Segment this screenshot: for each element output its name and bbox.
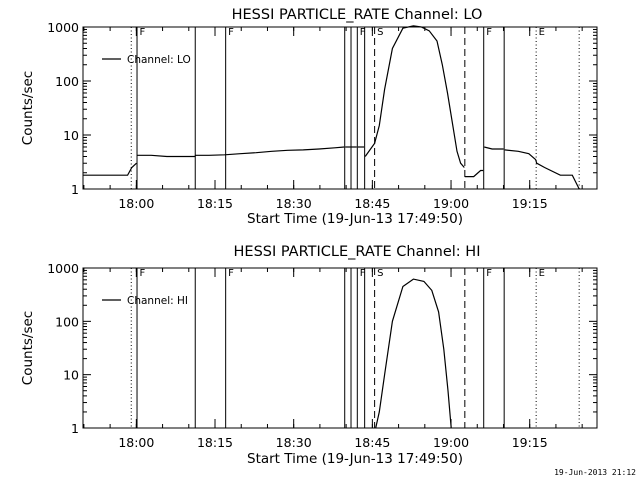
x-tick-label: 19:00 <box>433 196 469 211</box>
marker-label: E <box>539 268 545 279</box>
x-axis-label: Start Time (19-Jun-13 17:49:50) <box>247 211 463 227</box>
footer-timestamp: 19-Jun-2013 21:12 <box>554 468 636 477</box>
chart-panel-lo: HESSI PARTICLE_RATE Channel: LO 1 10 100 100… <box>20 7 598 227</box>
x-tick-label: 18:00 <box>118 435 154 450</box>
plot-frame <box>82 267 598 429</box>
marker-label: S <box>377 27 383 38</box>
marker-label: F <box>228 27 234 38</box>
marker-label: F <box>360 268 366 279</box>
series-line <box>375 278 452 429</box>
y-tick-label: 100 <box>55 314 79 329</box>
x-tick-label: 18:45 <box>354 435 390 450</box>
legend-label: Channel: HI <box>127 295 188 307</box>
x-tick-label: 18:30 <box>276 196 312 211</box>
x-tick-label: 19:15 <box>512 196 548 211</box>
y-axis-label: Counts/sec <box>20 311 36 385</box>
marker-label: F <box>228 268 234 279</box>
marker-label: F <box>360 27 366 38</box>
x-tick-label: 19:00 <box>433 435 469 450</box>
x-tick-label: 19:15 <box>512 435 548 450</box>
y-tick-label: 10 <box>63 368 79 383</box>
marker-label: F <box>486 268 492 279</box>
x-tick-label: 18:00 <box>118 196 154 211</box>
series-line <box>464 169 484 178</box>
x-tick-label: 18:15 <box>197 435 233 450</box>
y-tick-label: 1 <box>71 421 79 436</box>
chart-panel-hi: HESSI PARTICLE_RATE Channel: HI 1 10 100 100… <box>20 244 598 467</box>
chart-title: HESSI PARTICLE_RATE Channel: LO <box>232 7 483 23</box>
marker-label: F <box>486 27 492 38</box>
y-tick-label: 1 <box>71 182 79 197</box>
series-line <box>504 149 580 190</box>
plot-frame <box>82 26 598 190</box>
marker-label: F <box>140 27 146 38</box>
x-tick-label: 18:15 <box>197 196 233 211</box>
x-axis-label: Start Time (19-Jun-13 17:49:50) <box>247 451 463 467</box>
series-line <box>137 146 345 158</box>
y-tick-label: 1000 <box>47 261 79 276</box>
legend-label: Channel: LO <box>127 54 191 66</box>
chart-title: HESSI PARTICLE_RATE Channel: HI <box>234 244 481 260</box>
series-line <box>83 162 137 176</box>
y-tick-label: 1000 <box>47 20 79 35</box>
series-line <box>364 25 465 168</box>
y-tick-label: 100 <box>55 74 79 89</box>
marker-label: E <box>539 27 545 38</box>
x-tick-label: 18:30 <box>276 435 312 450</box>
series-line <box>484 146 504 150</box>
y-axis-label: Counts/sec <box>20 71 36 145</box>
marker-label: F <box>140 268 146 279</box>
marker-label: S <box>377 268 383 279</box>
y-tick-label: 10 <box>63 128 79 143</box>
x-tick-label: 18:45 <box>354 196 390 211</box>
